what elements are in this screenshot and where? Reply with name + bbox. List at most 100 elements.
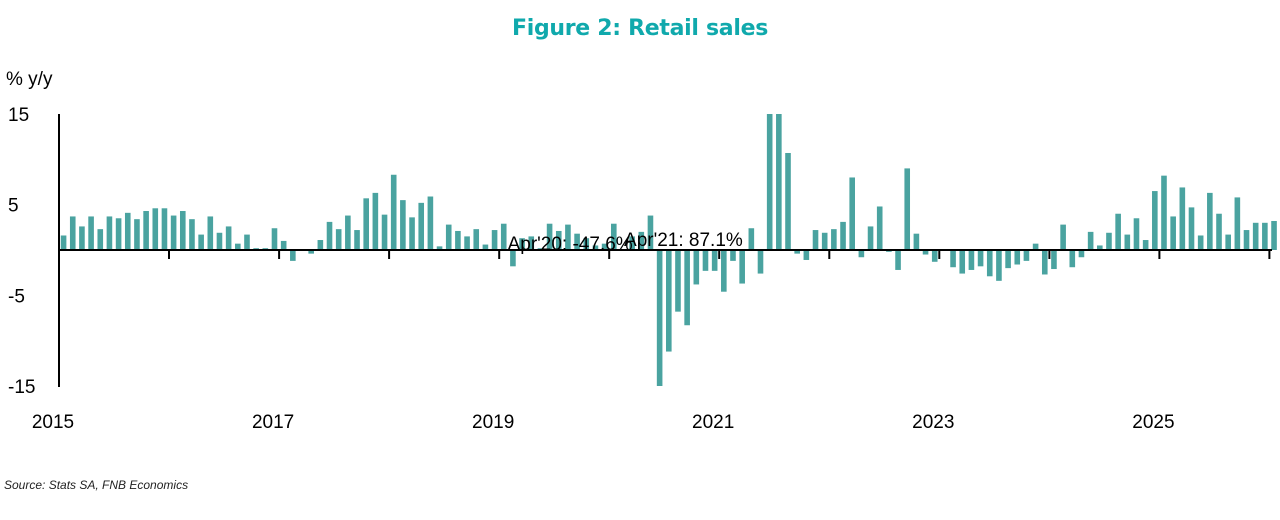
bar — [1243, 230, 1250, 250]
bar — [1216, 213, 1222, 250]
y-tick-label: 5 — [8, 196, 19, 217]
bar — [702, 250, 709, 271]
bar — [418, 202, 425, 250]
bar — [1078, 250, 1085, 258]
bar — [730, 250, 736, 261]
source-note: Source: Stats SA, FNB Economics — [4, 478, 189, 492]
bar — [574, 233, 580, 250]
bar — [179, 211, 186, 250]
bar — [968, 250, 975, 270]
bar — [143, 211, 149, 250]
bar — [216, 232, 223, 250]
bar — [647, 215, 654, 250]
bar — [225, 226, 232, 250]
bar — [152, 208, 159, 250]
bar — [986, 250, 993, 277]
chart-title: Figure 2: Retail sales — [511, 16, 769, 41]
bar — [1032, 243, 1039, 250]
bar — [1124, 234, 1131, 250]
bar — [464, 236, 470, 250]
bar — [427, 196, 434, 250]
bar — [1252, 222, 1259, 250]
bar — [400, 200, 406, 250]
bar — [445, 224, 452, 250]
bar — [1005, 250, 1011, 269]
annotation-label: Apr'20: -47.6% — [508, 234, 633, 255]
bar — [785, 152, 791, 250]
bar — [290, 250, 296, 261]
bar-chart: 15 5 -5 -15 2015 2017 2019 2021 2023 2025 Apr'21: … — [8, 105, 1277, 433]
bar — [757, 250, 764, 274]
bar — [519, 238, 525, 250]
bar — [1152, 191, 1158, 250]
bar — [1142, 240, 1149, 250]
bar — [592, 245, 599, 250]
bar — [1188, 207, 1195, 250]
bar — [363, 198, 369, 250]
bar — [721, 250, 727, 292]
bar — [134, 219, 140, 250]
bar — [1262, 222, 1268, 250]
bar — [803, 250, 810, 260]
bar — [390, 174, 397, 250]
bar — [1133, 218, 1140, 250]
bar — [482, 244, 489, 250]
bar — [189, 219, 195, 250]
x-tick-label: 2017 — [252, 412, 294, 433]
bar — [666, 250, 672, 352]
bar — [1023, 250, 1030, 261]
bar — [244, 234, 250, 250]
bar — [60, 235, 67, 250]
bar — [1087, 231, 1094, 250]
bar — [776, 114, 782, 250]
bar — [1097, 245, 1103, 250]
bar — [656, 250, 663, 386]
bar — [831, 229, 837, 250]
bar — [895, 250, 901, 270]
bar — [821, 232, 828, 250]
bar — [455, 230, 461, 250]
bar — [198, 234, 204, 250]
x-tick-label: 2015 — [32, 412, 74, 433]
bar — [629, 236, 635, 250]
bar — [812, 230, 819, 250]
bar — [638, 231, 645, 250]
bar — [583, 238, 590, 250]
bar — [1041, 250, 1048, 275]
bar — [867, 226, 874, 250]
bar — [1060, 224, 1066, 250]
bar — [959, 250, 966, 274]
bar — [510, 250, 516, 267]
bar — [858, 250, 865, 258]
bar — [1051, 250, 1057, 270]
x-tick-label: 2019 — [472, 412, 514, 433]
bar — [280, 240, 287, 250]
bar — [840, 221, 846, 250]
bar — [69, 216, 76, 250]
bar — [170, 215, 177, 250]
y-tick-label: -15 — [8, 377, 35, 398]
bar — [693, 250, 700, 285]
y-axis-label: % y/y — [6, 69, 53, 90]
bar — [1115, 213, 1121, 250]
bar — [207, 216, 214, 250]
bar — [913, 233, 920, 250]
bar — [849, 177, 855, 250]
y-tick-label: -5 — [8, 286, 25, 307]
bar — [124, 212, 131, 250]
bar — [528, 236, 535, 250]
bar — [684, 250, 690, 326]
bar — [317, 240, 324, 250]
y-tick-label: 15 — [8, 105, 29, 126]
bar — [931, 250, 938, 262]
bar — [115, 218, 122, 250]
bar — [372, 192, 379, 250]
bar — [308, 250, 314, 254]
bar — [106, 216, 113, 250]
bar — [335, 229, 342, 250]
bar — [794, 250, 800, 254]
bar — [1014, 250, 1021, 265]
bar — [1207, 192, 1213, 250]
bar — [546, 223, 553, 250]
bar — [1161, 175, 1167, 250]
